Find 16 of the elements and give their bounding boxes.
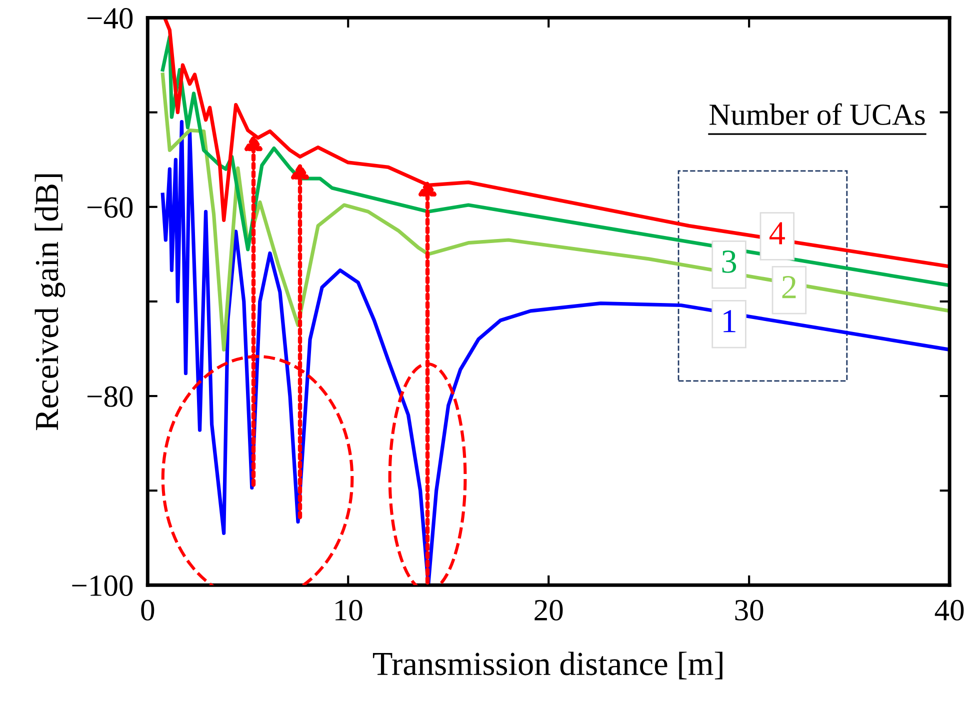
y-tick-label: −100: [72, 575, 133, 596]
series-label: 1: [724, 310, 736, 332]
x-tick-label: 0: [141, 600, 154, 621]
series-label: 4: [769, 222, 785, 244]
y-axis-title: Received gain [dB]: [34, 174, 66, 430]
x-tick-label: 10: [336, 600, 362, 621]
legend-title: Number of UCAs: [709, 103, 925, 126]
x-tick-label: 40: [934, 600, 964, 621]
series-label: 3: [722, 250, 736, 273]
x-tick-label: 20: [534, 600, 563, 621]
x-tick-label: 30: [735, 600, 764, 621]
y-tick-label: −80: [87, 386, 133, 407]
x-axis-title: Transmission distance [m]: [372, 652, 722, 680]
y-tick-label: −60: [87, 197, 133, 218]
y-tick-label: −40: [87, 8, 133, 29]
series-label: 2: [782, 276, 796, 298]
